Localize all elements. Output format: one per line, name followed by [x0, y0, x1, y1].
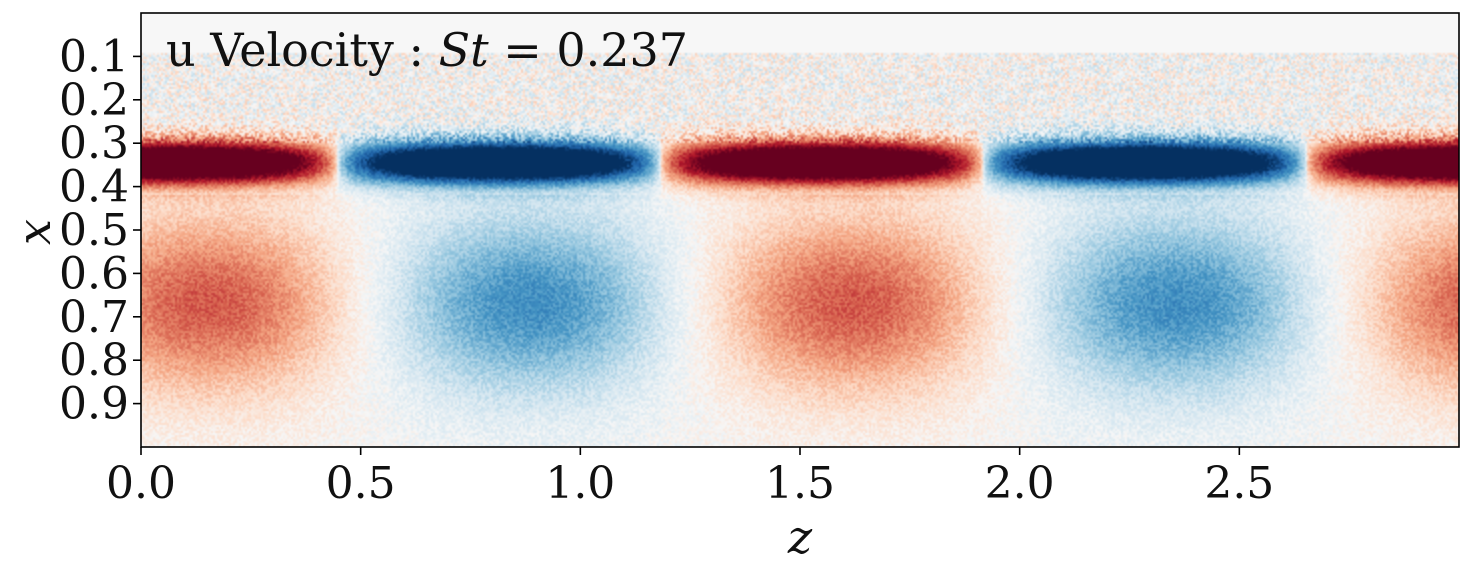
heatmap-image	[141, 13, 1459, 447]
x-tick-label: 0.0	[106, 458, 176, 509]
y-tick-label: 0.5	[59, 205, 129, 256]
y-tick-label: 0.3	[59, 118, 129, 169]
plot-title: u Velocity : St = 0.237	[166, 23, 688, 77]
x-axis-title: z	[787, 510, 813, 564]
y-tick-label: 0.1	[59, 31, 129, 82]
heatmap-field	[141, 13, 1459, 447]
x-tick-label: 2.5	[1204, 458, 1274, 509]
x-tick-label: 1.5	[765, 458, 835, 509]
y-tick-label: 0.8	[59, 335, 129, 386]
y-tick-label: 0.7	[59, 292, 129, 343]
x-axis: 0.0 0.5 1.0 1.5 2.0 2.5	[106, 447, 1274, 509]
title-suffix: = 0.237	[489, 23, 688, 77]
y-axis: 0.10.20.30.40.50.60.70.80.9	[59, 31, 141, 430]
y-tick-label: 0.4	[59, 162, 129, 213]
title-prefix: u Velocity :	[166, 23, 439, 77]
y-axis-title: x	[7, 219, 61, 245]
x-tick-label: 2.0	[985, 458, 1055, 509]
y-tick-label: 0.9	[59, 379, 129, 430]
y-tick-label: 0.2	[59, 75, 129, 126]
title-symbol: St	[439, 23, 490, 77]
y-tick-label: 0.6	[59, 248, 129, 299]
x-tick-label: 1.0	[545, 458, 615, 509]
x-tick-label: 0.5	[326, 458, 396, 509]
